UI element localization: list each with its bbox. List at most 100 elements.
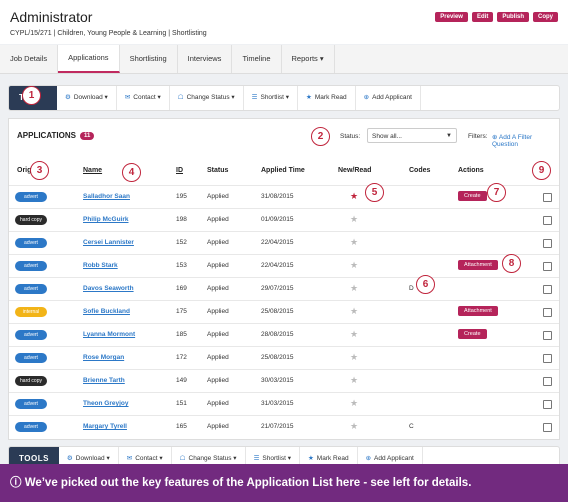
star-icon[interactable]: ★ [350, 421, 359, 431]
contact-tool[interactable]: ✉ Contact ▾ [119, 447, 172, 471]
tab-shortlisting[interactable]: Shortlisting [120, 45, 178, 73]
status-icon: ☖ [177, 94, 184, 101]
star-icon[interactable]: ★ [350, 214, 359, 224]
add-applicant-tool[interactable]: ⊕ Add Applicant [358, 447, 423, 471]
row-checkbox[interactable] [543, 354, 552, 363]
download-tool[interactable]: ⚙ Download ▾ [57, 86, 117, 110]
preview-button[interactable]: Preview [435, 12, 468, 22]
row-checkbox[interactable] [543, 377, 552, 386]
tab-reports[interactable]: Reports ▾ [282, 45, 335, 73]
change-status-tool[interactable]: ☖ Change Status ▾ [172, 447, 246, 471]
row-checkbox[interactable] [543, 285, 552, 294]
star-icon[interactable]: ★ [350, 398, 359, 408]
tab-timeline[interactable]: Timeline [232, 45, 282, 73]
attachment-button[interactable]: Attachment [458, 306, 498, 316]
table-row[interactable]: advert Rose Morgan 172 Applied 25/08/2015 ★ [9, 346, 559, 370]
applicant-status: Applied [207, 239, 229, 246]
table-row[interactable]: advert Margary Tyrell 165 Applied 21/07/2015… [9, 415, 559, 439]
tab-interviews[interactable]: Interviews [178, 45, 233, 73]
origin-badge: advert [15, 399, 47, 409]
mark-read-tool[interactable]: ★ Mark Read [298, 86, 356, 110]
col-name[interactable]: Name [83, 167, 103, 174]
applicant-name-link[interactable]: Theon Greyjoy [83, 400, 129, 407]
table-row[interactable]: hard copy Philip McGuirk 198 Applied 01/09/2… [9, 208, 559, 232]
col-applied-time[interactable]: Applied Time [261, 167, 305, 174]
download-tool[interactable]: ⚙ Download ▾ [59, 447, 119, 471]
table-row[interactable]: hard copy Brienne Tarth 149 Applied 30/03/20… [9, 369, 559, 393]
create-button[interactable]: Create [458, 191, 487, 201]
origin-badge: advert [15, 330, 47, 340]
row-checkbox[interactable] [543, 308, 552, 317]
callout-3: 3 [30, 161, 49, 180]
tab-job-details[interactable]: Job Details [0, 45, 59, 73]
applicant-id: 195 [176, 193, 187, 200]
table-row[interactable]: advert Theon Greyjoy 151 Applied 31/03/2015 ★ [9, 392, 559, 416]
row-checkbox[interactable] [543, 193, 552, 202]
row-checkbox[interactable] [543, 239, 552, 248]
applicant-name-link[interactable]: Sofie Buckland [83, 308, 130, 315]
applicant-name-link[interactable]: Margary Tyrell [83, 423, 127, 430]
col-id[interactable]: ID [176, 167, 183, 174]
tab-applications[interactable]: Applications [58, 45, 120, 73]
table-row[interactable]: advert Robb Stark 153 Applied 22/04/2015 ★ Att… [9, 254, 559, 278]
applicant-name-link[interactable]: Rose Morgan [83, 354, 125, 361]
star-icon[interactable]: ★ [350, 306, 359, 316]
applicant-status: Applied [207, 377, 229, 384]
applicant-name-link[interactable]: Philip McGuirk [83, 216, 129, 223]
envelope-icon: ✉ [126, 455, 133, 462]
star-icon[interactable]: ★ [350, 237, 359, 247]
add-filter-link[interactable]: ⊕ Add A Filter Question [492, 134, 533, 148]
applicant-id: 172 [176, 354, 187, 361]
copy-button[interactable]: Copy [533, 12, 558, 22]
col-new-read[interactable]: New/Read [338, 167, 372, 174]
applications-heading: APPLICATIONS [17, 131, 76, 140]
star-icon[interactable]: ★ [350, 352, 359, 362]
publish-button[interactable]: Publish [497, 12, 529, 22]
callout-6: 6 [416, 275, 435, 294]
applicant-name-link[interactable]: Salladhor Saan [83, 193, 130, 200]
col-status[interactable]: Status [207, 167, 229, 174]
attachment-button[interactable]: Attachment [458, 260, 498, 270]
applied-time: 01/09/2015 [261, 216, 294, 223]
table-row[interactable]: advert Davos Seaworth 169 Applied 29/07/2015… [9, 277, 559, 301]
table-row[interactable]: advert Cersei Lannister 152 Applied 22/04/20… [9, 231, 559, 255]
applicant-name-link[interactable]: Brienne Tarth [83, 377, 125, 384]
row-checkbox[interactable] [543, 400, 552, 409]
applicant-name-link[interactable]: Davos Seaworth [83, 285, 134, 292]
applicant-name-link[interactable]: Robb Stark [83, 262, 118, 269]
edit-button[interactable]: Edit [471, 12, 494, 22]
star-icon[interactable]: ★ [350, 191, 359, 201]
row-checkbox[interactable] [543, 423, 552, 432]
contact-tool[interactable]: ✉ Contact ▾ [117, 86, 170, 110]
origin-badge: internal [15, 307, 47, 317]
origin-badge: advert [15, 284, 47, 294]
star-icon[interactable]: ★ [350, 329, 359, 339]
star-icon[interactable]: ★ [350, 283, 359, 293]
shortlist-tool[interactable]: ☰ Shortlist ▾ [246, 447, 300, 471]
star-icon[interactable]: ★ [350, 375, 359, 385]
table-row[interactable]: advert Salladhor Saan 195 Applied 31/08/2015… [9, 185, 559, 209]
tool-label: Contact ▾ [135, 455, 163, 462]
callout-5: 5 [365, 183, 384, 202]
applicant-id: 169 [176, 285, 187, 292]
add-applicant-tool[interactable]: ⊕ Add Applicant [356, 86, 421, 110]
applied-time: 22/04/2015 [261, 262, 294, 269]
create-button[interactable]: Create [458, 329, 487, 339]
mark-read-tool[interactable]: ★ Mark Read [300, 447, 358, 471]
col-origin[interactable]: Origin [17, 167, 38, 174]
applicant-name-link[interactable]: Cersei Lannister [83, 239, 134, 246]
status-select[interactable]: Show all... ▼ [367, 128, 457, 143]
applicant-name-link[interactable]: Lyanna Mormont [83, 331, 136, 338]
row-checkbox[interactable] [543, 262, 552, 271]
star-icon[interactable]: ★ [350, 260, 359, 270]
table-row[interactable]: advert Lyanna Mormont 185 Applied 28/08/2015… [9, 323, 559, 347]
origin-badge: hard copy [15, 376, 47, 386]
callout-7: 7 [487, 183, 506, 202]
shortlist-tool[interactable]: ☰ Shortlist ▾ [244, 86, 299, 110]
row-checkbox[interactable] [543, 331, 552, 340]
change-status-tool[interactable]: ☖ Change Status ▾ [170, 86, 244, 110]
row-checkbox[interactable] [543, 216, 552, 225]
col-codes: Codes [409, 167, 431, 174]
callout-4: 4 [122, 163, 141, 182]
table-row[interactable]: internal Sofie Buckland 175 Applied 25/08/20… [9, 300, 559, 324]
